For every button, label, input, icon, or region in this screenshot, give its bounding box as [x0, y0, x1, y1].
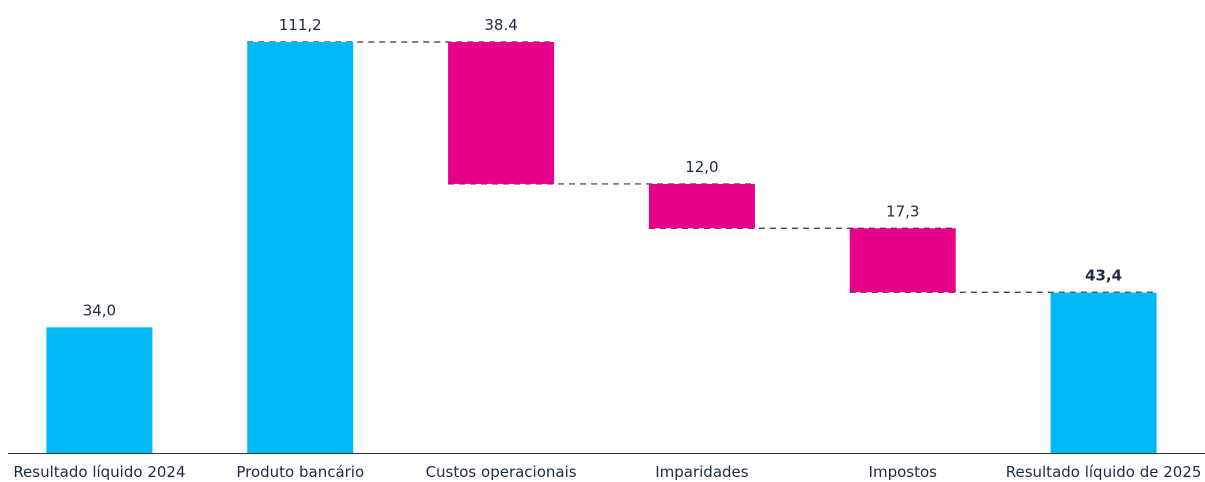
bar-4 [648, 183, 755, 229]
bar-2 [247, 42, 354, 453]
category-labels: Resultado líquido 2024 Produto bancário Cu… [13, 463, 1201, 481]
bar-1 [46, 327, 153, 453]
category-label-4: Imparidades [655, 463, 749, 481]
bar-5 [849, 228, 956, 293]
category-label-2: Produto bancário [236, 463, 364, 481]
bar-6 [1050, 292, 1157, 453]
value-label-6: 43,4 [1085, 267, 1122, 285]
value-label-2: 111,2 [279, 16, 322, 34]
category-label-1: Resultado líquido 2024 [13, 463, 185, 481]
value-label-4: 12,0 [685, 158, 718, 176]
value-label-1: 34,0 [83, 301, 116, 319]
bars [46, 42, 1157, 453]
value-label-5: 17,3 [886, 202, 919, 220]
category-label-3: Custos operacionais [426, 463, 577, 481]
category-label-6: Resultado líquido de 2025 [1006, 463, 1202, 481]
value-label-3: 38.4 [484, 16, 517, 34]
bar-3 [448, 42, 555, 184]
value-labels: 34,0 111,2 38.4 12,0 17,3 43,4 [83, 16, 1122, 319]
category-label-5: Impostos [869, 463, 938, 481]
